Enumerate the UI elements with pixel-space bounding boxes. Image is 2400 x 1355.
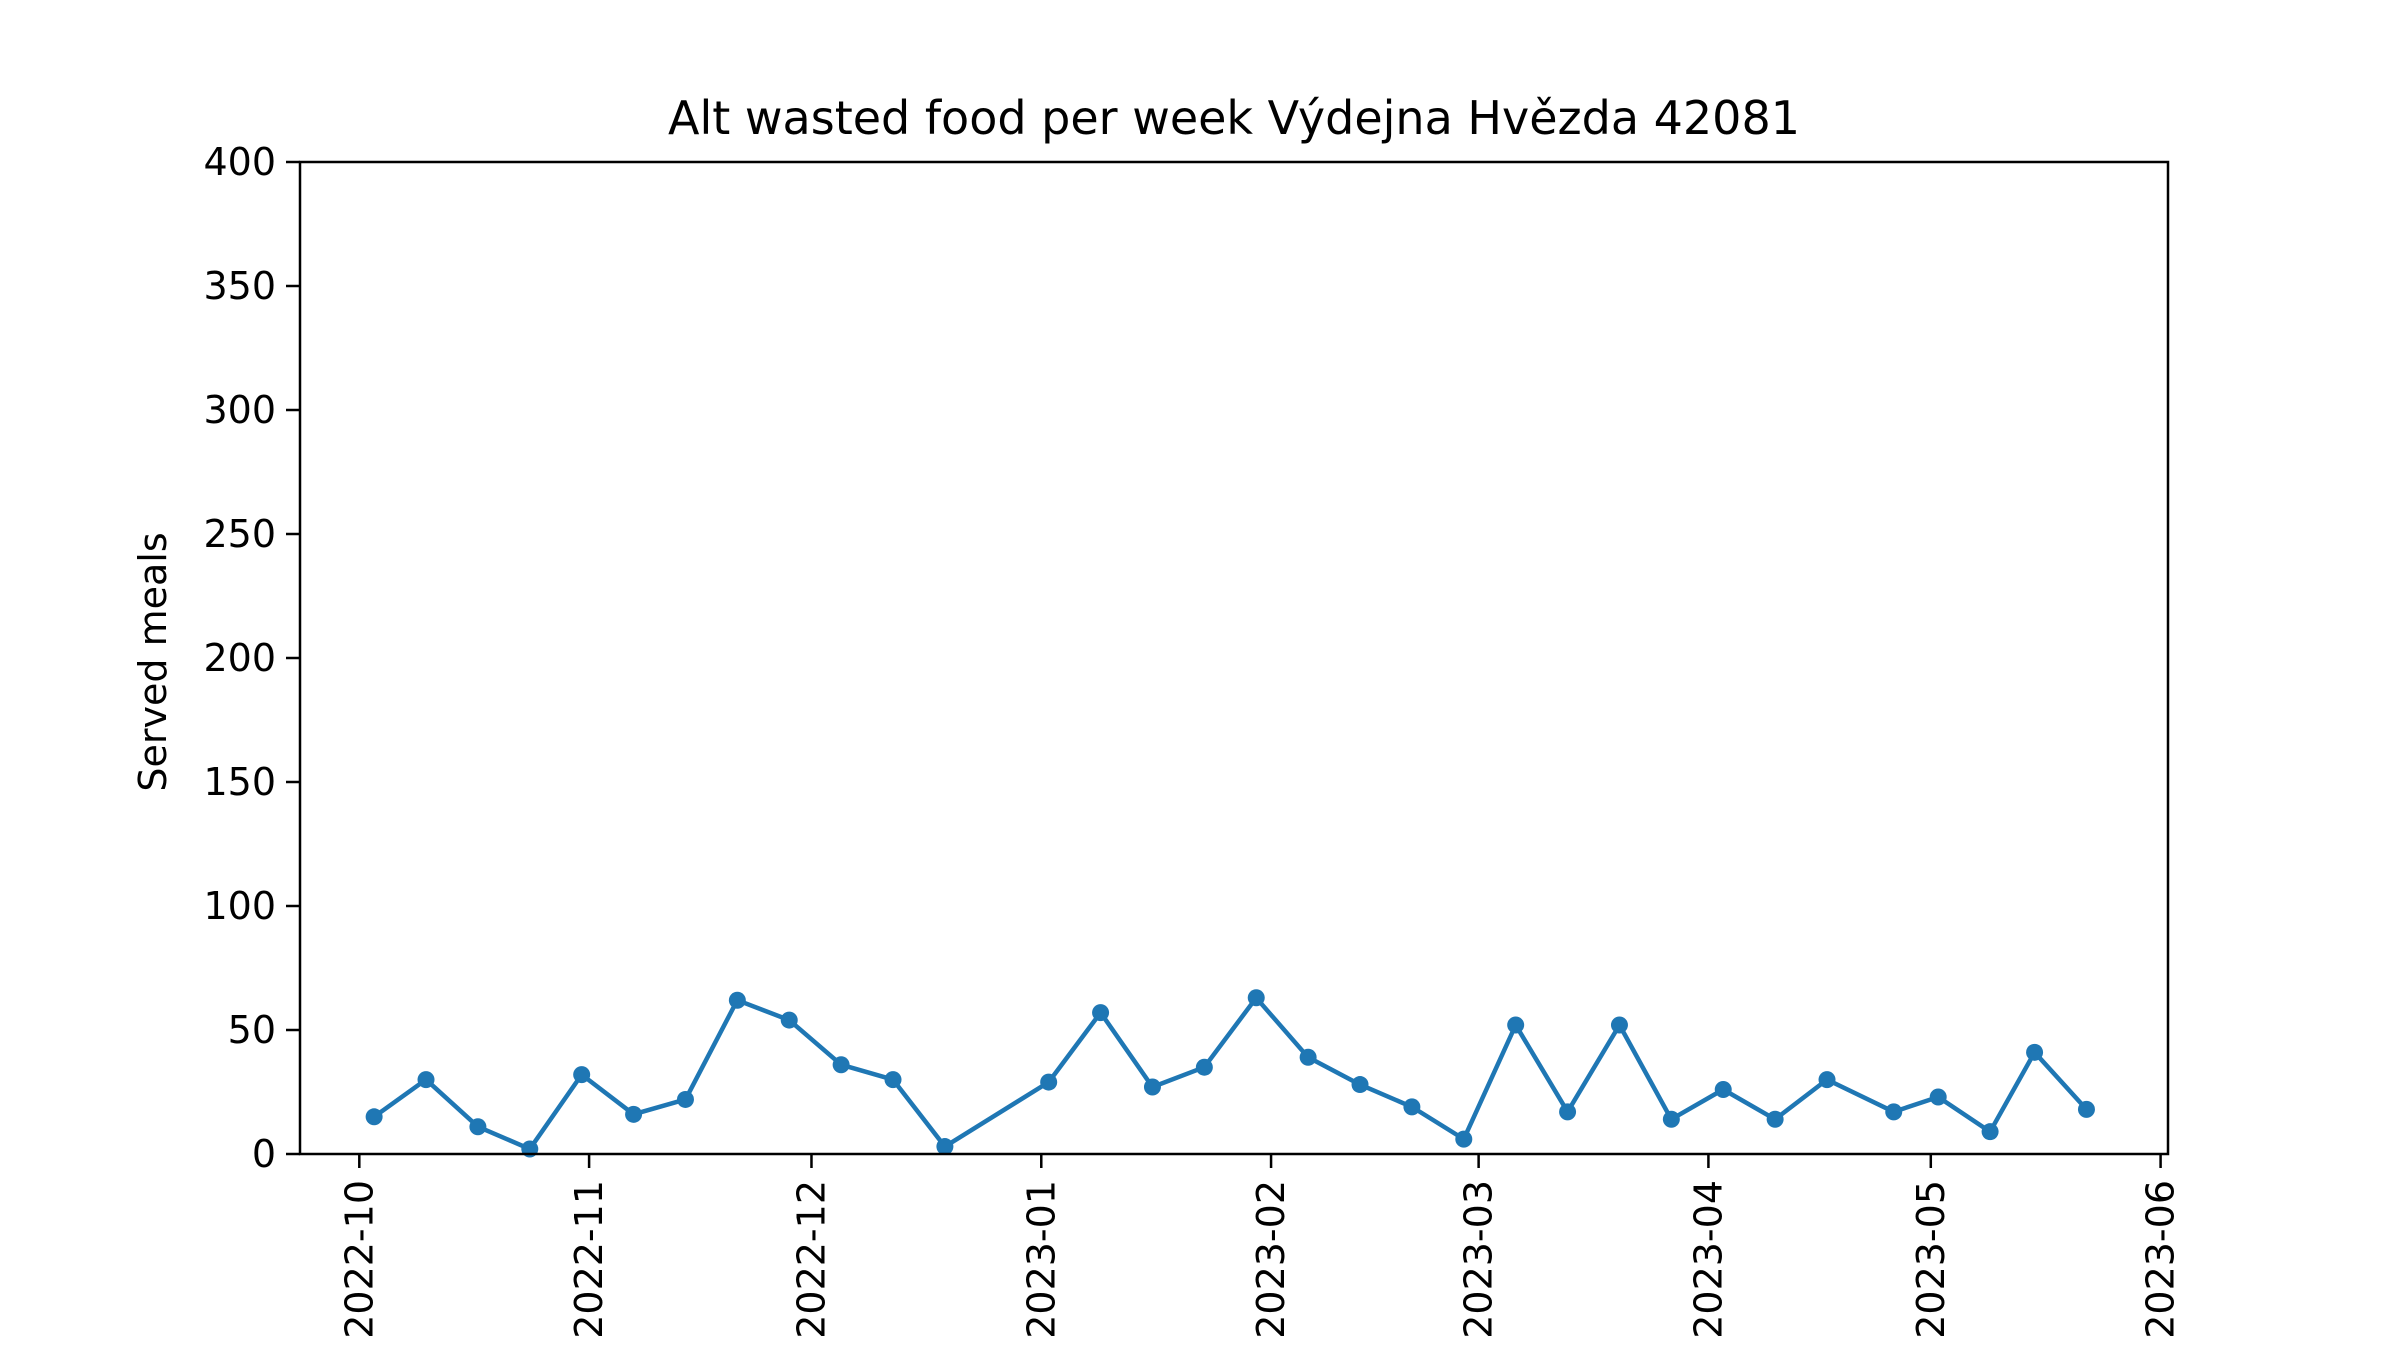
data-point	[1766, 1110, 1784, 1128]
data-point	[728, 991, 746, 1009]
data-point	[573, 1066, 591, 1084]
y-tick-label: 400	[203, 140, 276, 184]
data-point	[2077, 1100, 2095, 1118]
x-tick-label: 2023-03	[1457, 1180, 1501, 1339]
y-tick-label: 250	[203, 512, 276, 556]
x-axis-ticks: 2022-10 2022-11 2022-12 2023-01 2023-02 2023-…	[337, 1154, 2183, 1339]
data-point	[1092, 1004, 1110, 1022]
data-point	[1143, 1078, 1161, 1096]
data-point	[1247, 989, 1265, 1007]
data-point	[365, 1108, 383, 1126]
data-point	[676, 1090, 694, 1108]
chart-title: Alt wasted food per week Výdejna Hvězda …	[668, 91, 1800, 145]
x-tick-label: 2023-01	[1019, 1180, 1063, 1339]
data-point	[625, 1105, 643, 1123]
data-point	[832, 1056, 850, 1074]
data-point	[1195, 1058, 1213, 1076]
x-tick-label: 2023-05	[1909, 1180, 1953, 1339]
y-tick-label: 100	[203, 884, 276, 928]
x-tick-label: 2023-04	[1686, 1180, 1730, 1339]
data-point	[1351, 1076, 1369, 1094]
data-point	[2026, 1043, 2044, 1061]
x-tick-label: 2022-11	[567, 1180, 611, 1339]
plot-area-frame	[298, 160, 2170, 1156]
data-point	[1455, 1130, 1473, 1148]
data-point	[1885, 1103, 1903, 1121]
y-tick-label: 300	[203, 388, 276, 432]
x-tick-label: 2022-10	[337, 1180, 381, 1339]
y-axis-label: Served meals	[131, 532, 175, 791]
data-point	[1507, 1016, 1525, 1034]
series-layer	[365, 989, 2095, 1158]
data-point	[1929, 1088, 1947, 1106]
data-point	[884, 1071, 902, 1089]
data-point	[1818, 1071, 1836, 1089]
y-tick-label: 200	[203, 636, 276, 680]
data-point	[1040, 1073, 1058, 1091]
data-point	[1299, 1048, 1317, 1066]
data-point	[1714, 1081, 1732, 1099]
y-tick-label: 50	[228, 1008, 276, 1052]
x-tick-label: 2022-12	[789, 1180, 833, 1339]
y-tick-label: 0	[252, 1132, 276, 1176]
data-point	[417, 1071, 435, 1089]
x-tick-label: 2023-02	[1249, 1180, 1293, 1339]
y-axis-ticks: 0 50 100 150 200 250 300 350 400	[203, 140, 300, 1176]
data-point	[1981, 1123, 1999, 1141]
data-point	[936, 1138, 954, 1156]
y-tick-label: 150	[203, 760, 276, 804]
data-point	[1610, 1016, 1628, 1034]
data-point	[1559, 1103, 1577, 1121]
data-point	[1662, 1110, 1680, 1128]
data-point	[1403, 1098, 1421, 1116]
y-tick-label: 350	[203, 264, 276, 308]
x-tick-label: 2023-06	[2139, 1180, 2183, 1339]
data-point	[780, 1011, 798, 1029]
data-point	[469, 1118, 487, 1136]
